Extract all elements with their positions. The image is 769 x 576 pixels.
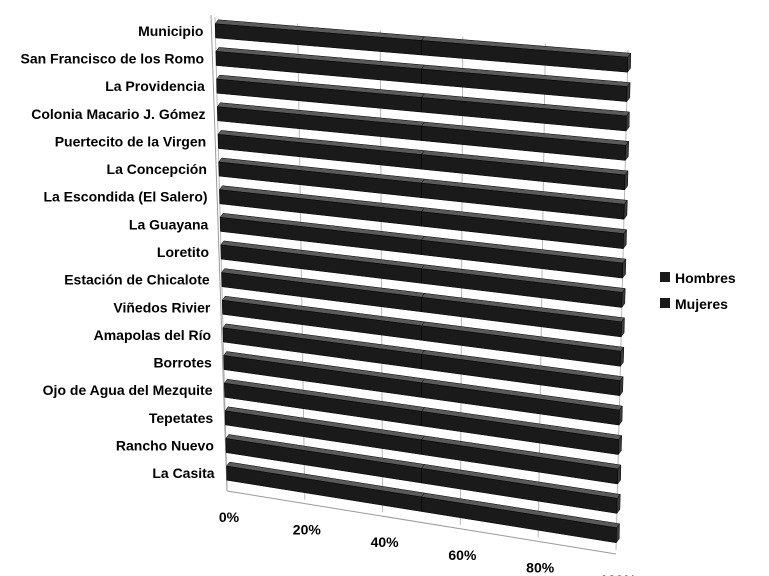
bar-segment-mujeres (421, 36, 632, 73)
category-axis-line (210, 14, 228, 492)
x-tick-label: 100% (600, 572, 636, 576)
category-label: Colonia Macario J. Gómez (31, 106, 205, 122)
category-label: Rancho Nuevo (116, 438, 214, 454)
category-label: La Providencia (105, 78, 205, 94)
category-label: Borrotes (153, 355, 212, 371)
x-tick-label: 40% (371, 534, 400, 550)
legend-label: Hombres (675, 270, 736, 286)
category-label: San Francisco de los Romo (20, 51, 204, 67)
legend-label: Mujeres (675, 296, 728, 312)
bar-segment-mujeres (421, 235, 627, 279)
category-label: Loretito (157, 244, 209, 260)
bar-segment-mujeres (421, 407, 623, 456)
category-axis: Municipio San Francisco de los Romo La Pro… (20, 23, 214, 481)
bar-segment-mujeres (421, 492, 620, 544)
bar-segment-mujeres (421, 150, 629, 191)
bar-segment-mujeres (421, 321, 625, 368)
category-label: La Casita (152, 465, 214, 481)
bar-segment-mujeres (421, 178, 628, 221)
bar-segment-mujeres (421, 435, 622, 485)
category-label: Estación de Chicalote (64, 272, 210, 288)
value-axis-line (226, 490, 617, 555)
bar-segment-mujeres (421, 378, 623, 426)
category-label: La Guayana (129, 216, 209, 232)
legend: Hombres Mujeres (660, 270, 736, 312)
x-tick-label: 0% (219, 509, 240, 525)
bars (214, 19, 632, 544)
value-axis: 0% 20% 40% 60% 80% 100% (219, 509, 637, 576)
bar-segment-mujeres (421, 350, 624, 397)
bar-segment-hombres (214, 19, 425, 56)
legend-swatch (660, 298, 670, 308)
legend-item-hombres: Hombres (660, 270, 736, 286)
bar-segment-hombres (223, 378, 425, 427)
category-label: La Escondida (El Salero) (43, 189, 207, 205)
category-label: Puertecito de la Virgen (55, 133, 206, 149)
bar-segment-mujeres (421, 121, 630, 162)
bar-segment-mujeres (421, 293, 625, 338)
category-label: Tepetates (149, 410, 214, 426)
category-label: Municipio (138, 23, 203, 39)
bar-segment-hombres (218, 185, 425, 227)
bar-segment-mujeres (421, 264, 626, 309)
bar-segment-mujeres (421, 207, 628, 250)
category-label: La Concepción (107, 161, 207, 177)
category-label: Amapolas del Río (94, 327, 211, 343)
x-tick-label: 80% (526, 559, 555, 575)
bar-segment-hombres (216, 74, 425, 113)
bar-segment-mujeres (421, 64, 631, 103)
bar-segment-mujeres (421, 93, 630, 132)
x-tick-label: 20% (293, 522, 322, 538)
x-tick-label: 60% (448, 547, 477, 563)
legend-item-mujeres: Mujeres (660, 296, 728, 312)
category-label: Viñedos Rivier (113, 299, 211, 315)
legend-swatch (660, 272, 670, 282)
category-label: Ojo de Agua del Mezquite (43, 382, 213, 398)
bar-segment-mujeres (421, 464, 621, 515)
